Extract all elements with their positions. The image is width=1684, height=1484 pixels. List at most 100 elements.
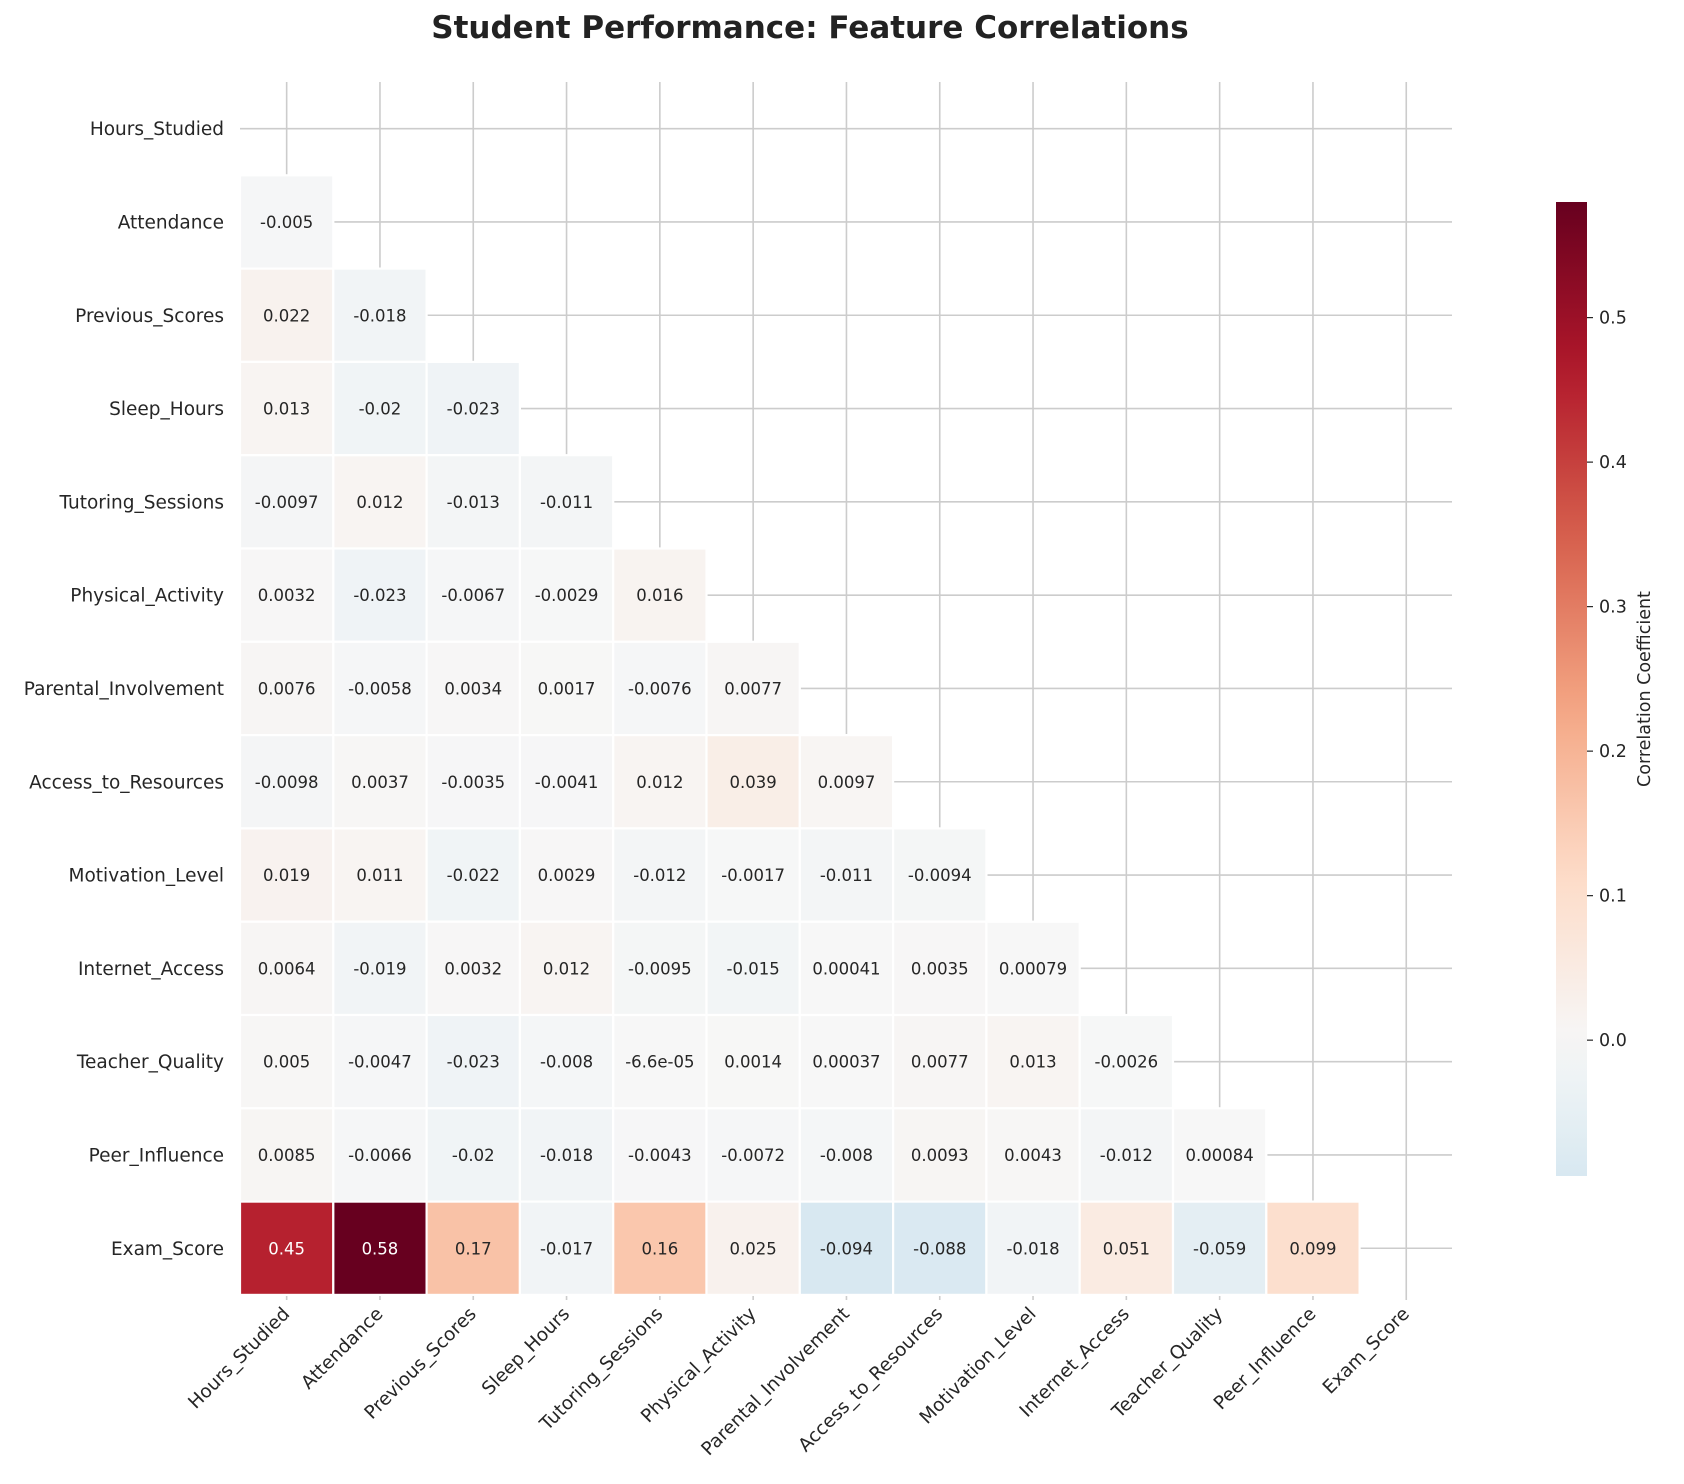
heatmap-cell [518,1013,615,1110]
heatmap-cell [612,1107,708,1203]
colorbar: 0.0 0.1 0.2 0.3 0.4 0.5 Correlation Coefficien… [1556,202,1655,1176]
cell-value-label: 0.00084 [1186,1146,1254,1165]
x-tick-labels: Hours_Studied AttendancePrevious_ScoresSl… [184,1304,1413,1460]
cell-value-label: -0.088 [913,1239,966,1258]
cell-value-label: -0.02 [359,400,402,419]
cell-value-label: 0.099 [1289,1239,1336,1258]
cell-value-label: -0.017 [540,1239,593,1258]
heatmap-cell [798,920,895,1017]
heatmap-cell [705,640,801,737]
cell-value-label: 0.039 [730,773,777,792]
cell-value-label: -0.0041 [535,773,599,792]
heatmap-cell [1171,1107,1268,1203]
cell-value-label: 0.012 [356,493,403,512]
cell-value-label: 0.0014 [724,1053,782,1072]
cell-value-label: -0.012 [633,866,686,885]
y-tick-label: Motivation_Level [69,866,224,887]
heatmap-cell [238,640,335,737]
cell-value-label: 0.013 [1009,1053,1056,1072]
heatmap-cell [518,454,615,550]
heatmap-cell [238,1200,335,1296]
heatmap-cell [425,827,522,923]
heatmap-cell [332,1200,428,1296]
y-tick-label: Sleep_Hours [109,399,224,420]
cell-value-label: 0.0032 [258,586,316,605]
heatmap-cell [425,1013,522,1110]
chart-title: Student Performance: Feature Correlation… [431,10,1188,46]
cell-value-label: 0.17 [455,1239,492,1258]
x-tick-label: Attendance [297,1304,387,1394]
heatmap-cell [518,733,615,830]
cell-value-label: 0.0035 [911,959,969,978]
colorbar-tick-label: 0.0 [1599,1031,1627,1051]
colorbar-tick-label: 0.4 [1599,453,1627,473]
heatmap-cell [238,267,335,364]
cell-value-label: -0.018 [540,1146,593,1165]
y-tick-label: Hours_Studied [90,119,224,140]
y-tick-label: Peer_Influence [89,1145,224,1166]
heatmap-cell [518,1200,615,1296]
cell-value-label: -0.005 [260,213,313,232]
heatmap-cell [798,1107,895,1203]
heatmap-cell [985,920,1081,1017]
cell-value-label: -0.0066 [348,1146,412,1165]
cell-value-label: 0.016 [636,586,683,605]
cell-value-label: 0.0077 [724,679,782,698]
cell-value-label: -0.023 [447,1053,500,1072]
cell-value-label: 0.022 [263,306,310,325]
heatmap-cell [985,1200,1081,1296]
cell-value-label: 0.012 [636,773,683,792]
y-tick-labels: Hours_Studied Attendance Previous_Scores Sl… [24,119,224,1260]
cell-value-label: -0.0017 [721,866,785,885]
heatmap-cell [985,1107,1081,1203]
heatmap-cell [1078,1200,1175,1296]
cell-value-label: -0.0072 [721,1146,785,1165]
heatmap-cell [705,920,801,1017]
y-tick-label: Attendance [118,212,224,233]
cell-value-label: -0.022 [447,866,500,885]
heatmap-cell [425,1200,522,1296]
colorbar-label: Correlation Coefficient [1635,591,1655,787]
cell-value-label: 0.45 [268,1239,305,1258]
cell-value-label: 0.00037 [812,1053,880,1072]
heatmap-cell [332,1013,428,1110]
cell-value-label: -0.011 [820,866,873,885]
heatmap-cell [238,733,335,830]
heatmap-cell [238,920,335,1017]
heatmap-cell [518,920,615,1017]
heatmap-cell [332,827,428,923]
cell-value-label: -0.023 [353,586,406,605]
heatmap-cell [612,547,708,643]
x-tick-label: Hours_Studied [184,1304,294,1414]
heatmap-cell [612,827,708,923]
cell-value-label: 0.0034 [444,679,502,698]
heatmap-cell [1078,1013,1175,1110]
heatmap-cell [705,1200,801,1296]
colorbar-gradient [1556,202,1587,1176]
x-tick-label: Exam_Score [1319,1304,1414,1399]
cell-value-label: 0.011 [356,866,403,885]
cell-value-label: 0.0077 [911,1053,969,1072]
y-tick-label: Exam_Score [111,1239,224,1260]
colorbar-tick-label: 0.2 [1599,742,1627,762]
y-tick-label: Physical_Activity [70,586,224,607]
heatmap-cell [1265,1200,1361,1296]
cell-value-label: -0.018 [353,306,406,325]
cell-value-label: 0.0029 [538,866,596,885]
y-tick-label: Previous_Scores [75,306,224,327]
cell-value-label: 0.025 [730,1239,777,1258]
cell-value-label: 0.005 [263,1053,310,1072]
heatmap-cell [425,1107,522,1203]
cell-value-label: -0.0043 [628,1146,692,1165]
cell-value-label: 0.0093 [911,1146,969,1165]
heatmap-cell [891,827,988,923]
y-tick-label: Parental_Involvement [24,679,224,700]
heatmap-cell [238,360,335,457]
y-tick-label: Teacher_Quality [76,1052,224,1073]
y-tick-label: Access_to_Resources [29,772,224,793]
heatmap-cell [425,360,522,457]
heatmap-cell [798,1200,895,1296]
heatmap-cell [332,547,428,643]
cell-value-label: 0.0097 [818,773,876,792]
